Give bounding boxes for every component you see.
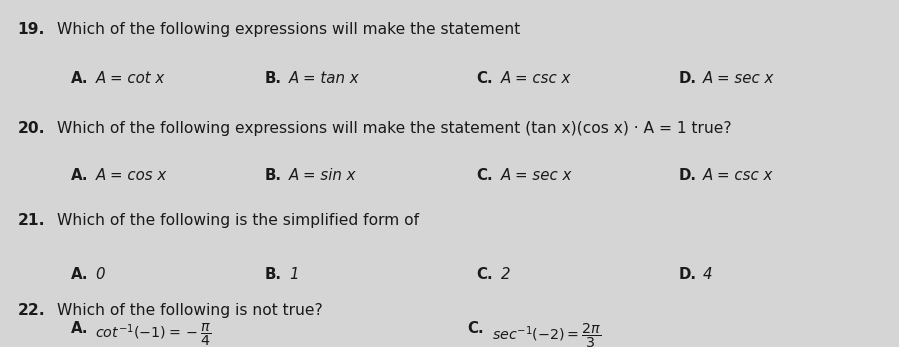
Text: $\mathit{sec}^{-1}(-2) = \dfrac{2\pi}{3}$: $\mathit{sec}^{-1}(-2) = \dfrac{2\pi}{3}… <box>492 321 601 347</box>
Text: 21.: 21. <box>18 213 46 228</box>
Text: 2: 2 <box>501 267 510 282</box>
Text: Which of the following expressions will make the statement: Which of the following expressions will … <box>58 22 526 37</box>
Text: $\mathit{cot}^{-1}(-1) = -\dfrac{\pi}{4}$: $\mathit{cot}^{-1}(-1) = -\dfrac{\pi}{4}… <box>95 321 211 347</box>
Text: A.: A. <box>71 267 88 282</box>
Text: A = cos x: A = cos x <box>95 168 166 184</box>
Text: 0: 0 <box>95 267 105 282</box>
Text: Which of the following expressions will make the statement (tan x)(cos x) · A = : Which of the following expressions will … <box>58 121 732 136</box>
Text: B.: B. <box>264 168 281 184</box>
Text: C.: C. <box>476 168 493 184</box>
Text: A = csc x: A = csc x <box>703 168 774 184</box>
Text: Which of the following is not true?: Which of the following is not true? <box>58 303 324 318</box>
Text: A = sin x: A = sin x <box>289 168 357 184</box>
Text: A.: A. <box>71 168 88 184</box>
Text: 20.: 20. <box>18 121 46 136</box>
Text: A.: A. <box>71 321 88 337</box>
Text: A.: A. <box>71 71 88 86</box>
Text: 1: 1 <box>289 267 298 282</box>
Text: 4: 4 <box>703 267 713 282</box>
Text: B.: B. <box>264 267 281 282</box>
Text: D.: D. <box>679 168 697 184</box>
Text: B.: B. <box>264 71 281 86</box>
Text: C.: C. <box>476 71 493 86</box>
Text: A = sec x: A = sec x <box>501 168 572 184</box>
Text: Which of the following is the simplified form of: Which of the following is the simplified… <box>58 213 424 228</box>
Text: C.: C. <box>467 321 484 337</box>
Text: D.: D. <box>679 267 697 282</box>
Text: 19.: 19. <box>18 22 45 37</box>
Text: 22.: 22. <box>18 303 46 318</box>
Text: C.: C. <box>476 267 493 282</box>
Text: A = cot x: A = cot x <box>95 71 165 86</box>
Text: A = csc x: A = csc x <box>501 71 571 86</box>
Text: A = sec x: A = sec x <box>703 71 775 86</box>
Text: A = tan x: A = tan x <box>289 71 360 86</box>
Text: D.: D. <box>679 71 697 86</box>
